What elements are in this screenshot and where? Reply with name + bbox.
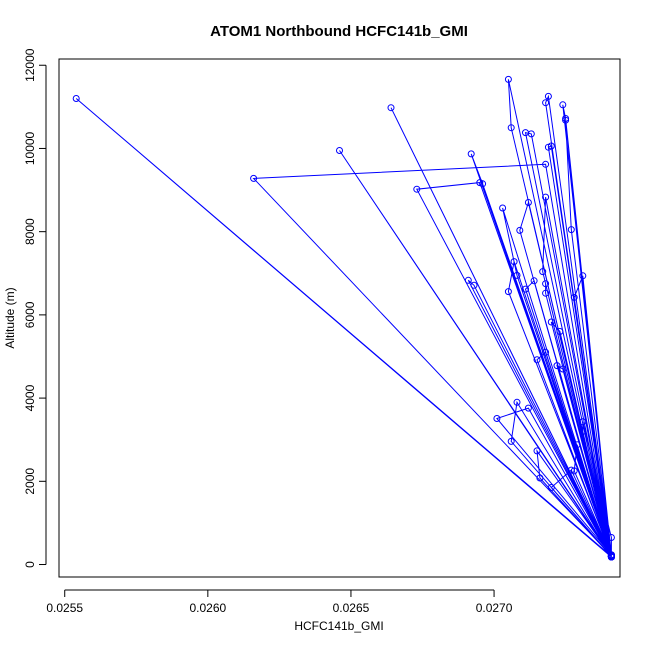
x-tick-label: 0.0255 [46,601,83,615]
y-tick-label: 6000 [23,301,37,328]
data-point [533,447,541,455]
data-point [542,289,550,297]
data-point [387,104,395,112]
plot-frame [58,58,621,578]
data-point [567,466,575,474]
data-point [553,362,561,370]
data-point [547,484,555,491]
data-point [536,474,544,482]
y-tick-label: 8000 [23,218,37,245]
y-tick-label: 10000 [23,131,37,165]
data-point [464,276,472,284]
data-point [510,258,518,266]
y-tick-label: 4000 [23,384,37,411]
data-point [542,99,550,107]
data-point [513,398,521,406]
data-point [556,328,564,335]
data-point [607,553,615,561]
data-point [516,226,524,234]
y-axis-label: Altitude (m) [3,287,17,348]
data-point [559,101,567,109]
data-point [513,271,521,279]
data-point [579,427,587,435]
data-point [470,281,478,289]
data-point [579,272,587,280]
data-point [493,415,501,422]
data-point [573,441,581,449]
data-point [524,199,532,206]
y-tick-label: 12000 [23,48,37,82]
y-tick-label: 0 [23,561,37,568]
data-point [542,348,550,356]
data-point [336,147,343,154]
x-tick-label: 0.0265 [333,601,370,615]
data-point [504,75,512,83]
y-axis: 0 2000 4000 6000 8000 10000 12000 [23,48,47,568]
y-tick-label: 2000 [23,468,37,495]
data-point [607,534,615,541]
data-point [562,115,570,122]
data-point [542,193,550,201]
x-tick-label: 0.0270 [476,601,513,615]
data-point [507,124,515,132]
data-point [72,95,80,102]
data-point [544,143,552,151]
x-tick-label: 0.0260 [189,601,226,615]
data-point [250,174,258,182]
data-point [579,418,587,426]
data-point [547,318,555,326]
data-point [533,356,541,364]
data-markers [72,75,615,561]
data-point [524,404,532,412]
data-point [539,268,547,276]
data-point [542,160,550,168]
data-point [544,92,552,100]
data-point [504,288,512,296]
data-point [527,130,535,138]
data-point [567,226,575,234]
data-point [559,365,567,373]
data-point [479,180,487,188]
x-axis: 0.0255 0.0260 0.0265 0.0270 [46,589,513,615]
data-point [570,467,578,475]
data-point [413,185,421,193]
x-axis-label: HCFC141b_GMI [294,619,383,633]
chart-title: ATOM1 Northbound HCFC141b_GMI [210,23,468,40]
data-point [507,437,515,445]
data-point [570,293,578,301]
data-point [542,280,550,288]
data-point [522,285,529,293]
data-point [530,277,538,285]
data-point [467,150,475,158]
data-point [499,204,507,212]
